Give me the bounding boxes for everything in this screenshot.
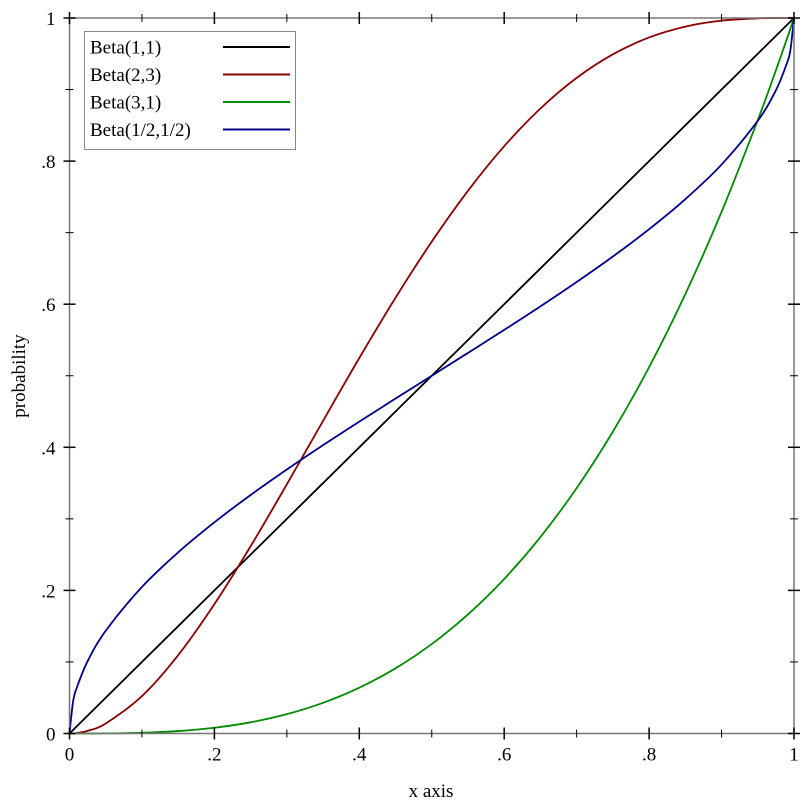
y-tick-label: .2 [41, 581, 55, 602]
x-axis-label: x axis [409, 781, 454, 802]
legend-label: Beta(1,1) [90, 38, 161, 59]
legend-label: Beta(3,1) [90, 93, 161, 114]
legend: Beta(1,1) Beta(2,3) Beta(3,1) Beta(1/2,1/2) [84, 31, 296, 150]
x-tick-label: .4 [352, 745, 367, 766]
x-tick-label: 0 [65, 745, 75, 766]
y-tick-label: 0 [46, 725, 56, 746]
series-line-4 [68, 17, 795, 734]
y-tick-label: .4 [41, 438, 56, 459]
y-tick-label: .8 [41, 152, 55, 173]
y-tick-label: 1 [46, 9, 56, 30]
y-tick-label: .6 [41, 295, 55, 316]
x-tick-label: .6 [497, 745, 511, 766]
x-tick-label: 1 [789, 745, 799, 766]
x-tick-label: .8 [642, 745, 656, 766]
legend-label: Beta(2,3) [90, 65, 161, 86]
legend-label: Beta(1/2,1/2) [90, 120, 191, 141]
series-line-2 [69, 17, 795, 735]
x-tick-label: .2 [207, 745, 221, 766]
y-axis-label: probability [9, 334, 30, 418]
